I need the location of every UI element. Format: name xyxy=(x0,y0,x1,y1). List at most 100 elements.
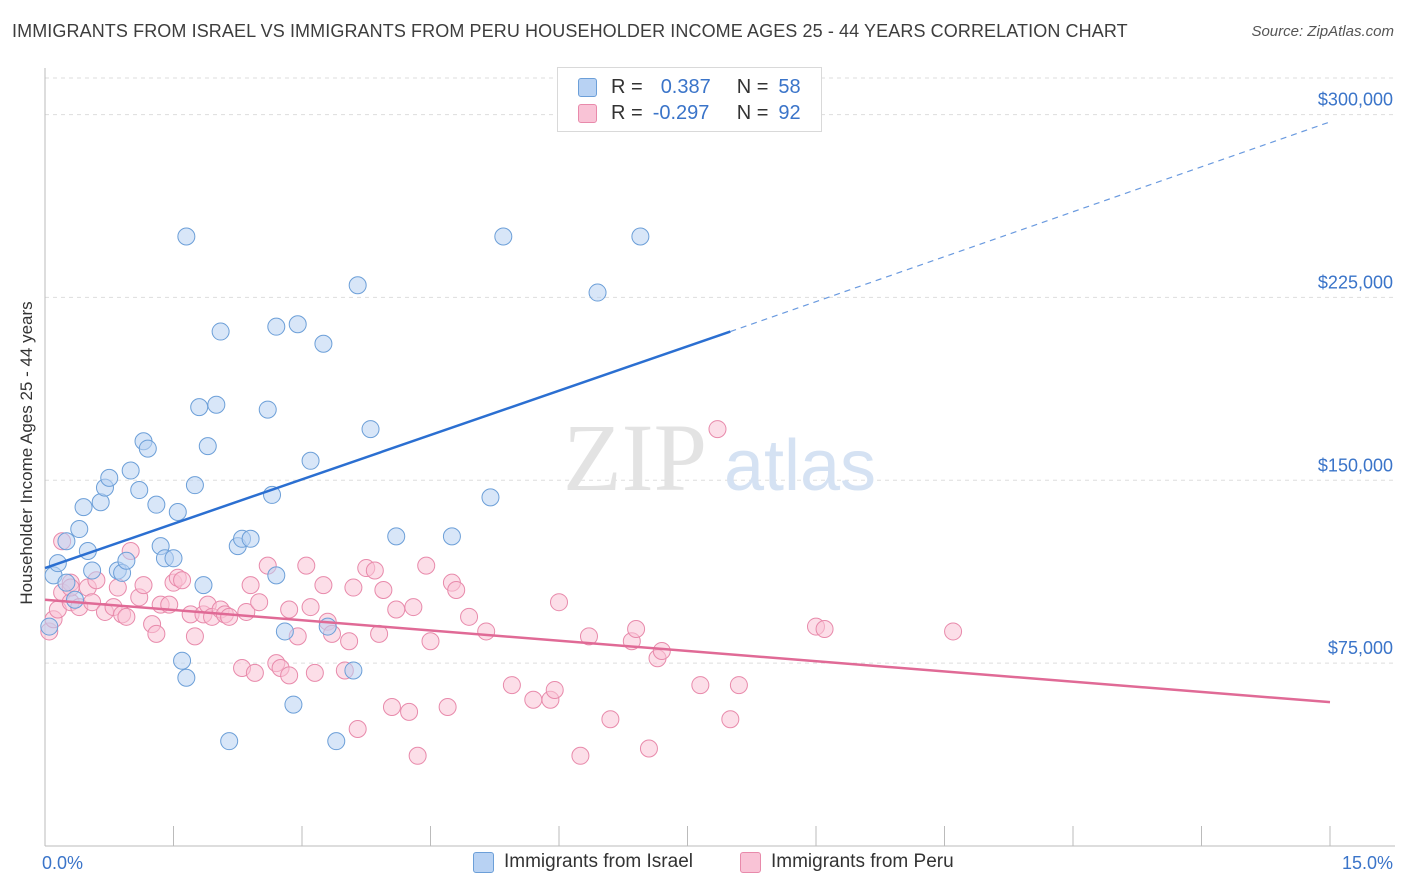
israel-point xyxy=(190,398,209,417)
israel-point xyxy=(267,317,286,336)
israel-point xyxy=(185,476,204,495)
israel-point xyxy=(100,468,119,487)
peru-point xyxy=(729,676,748,695)
peru-point xyxy=(314,576,333,595)
peru-point xyxy=(579,627,598,646)
israel-point xyxy=(207,395,226,414)
israel-point xyxy=(220,732,239,751)
israel-point xyxy=(494,227,513,246)
israel-point xyxy=(258,400,277,419)
israel-point xyxy=(57,532,76,551)
peru-point xyxy=(280,666,299,685)
peru-point xyxy=(117,607,136,626)
israel-point xyxy=(74,498,93,517)
israel-point xyxy=(314,334,333,353)
legend-row-israel: R = 0.387 N = 58 xyxy=(578,75,801,99)
israel-point xyxy=(173,651,192,670)
israel-point xyxy=(177,668,196,687)
israel-point xyxy=(327,732,346,751)
legend-peru-r: -0.297 xyxy=(652,101,710,124)
legend-peru-n: 92 xyxy=(778,101,801,124)
peru-point xyxy=(447,581,466,599)
x-tick-label-min: 0.0% xyxy=(42,853,83,873)
israel-point xyxy=(588,283,607,302)
y-tick-label: $300,000 xyxy=(1318,90,1393,110)
peru-point xyxy=(545,680,564,699)
israel-point xyxy=(301,451,320,470)
peru-point xyxy=(297,556,316,575)
bottom-legend-swatch-israel xyxy=(473,851,494,873)
legend-swatch-israel xyxy=(578,77,597,97)
peru-point xyxy=(708,420,727,439)
peru-point xyxy=(691,676,710,695)
israel-point xyxy=(241,529,260,548)
bottom-legend-israel: Immigrants from Israel xyxy=(473,851,693,873)
correlation-legend: R = 0.387 N = 58 R = -0.297 N = 92 xyxy=(557,67,822,132)
trend-lines xyxy=(44,121,1331,704)
y-tick-label: $225,000 xyxy=(1318,272,1393,292)
legend-r-label: R = xyxy=(611,75,643,98)
legend-r-label: R = xyxy=(611,101,643,124)
israel-point xyxy=(40,617,59,636)
peru-point xyxy=(815,620,834,639)
israel-point xyxy=(442,527,461,546)
axes xyxy=(44,68,1395,847)
legend-israel-r: 0.387 xyxy=(660,75,711,98)
israel-point xyxy=(147,495,166,514)
x-tick-label-max: 15.0% xyxy=(1342,853,1393,873)
peru-point xyxy=(374,581,393,599)
peru-point xyxy=(550,593,568,612)
peru-point xyxy=(305,663,324,682)
israel-point xyxy=(348,276,367,295)
israel-trend-extension xyxy=(730,121,1331,333)
peru-point xyxy=(408,746,427,765)
peru-point xyxy=(502,676,521,695)
israel-point xyxy=(138,439,157,458)
peru-point xyxy=(348,719,367,738)
peru-point xyxy=(438,698,457,717)
peru-point xyxy=(639,739,658,758)
israel-point xyxy=(164,549,183,568)
peru-point xyxy=(134,576,153,595)
israel-point xyxy=(65,590,84,609)
peru-point xyxy=(365,561,384,580)
series-israel xyxy=(40,227,650,751)
y-tick-labels: $75,000 $150,000 $225,000 $300,000 xyxy=(1318,90,1393,659)
israel-point xyxy=(387,527,406,546)
legend-israel-n: 58 xyxy=(778,75,801,98)
peru-point xyxy=(421,632,440,651)
legend-n-label: N = xyxy=(736,101,769,124)
chart-title: IMMIGRANTS FROM ISRAEL VS IMMIGRANTS FRO… xyxy=(12,21,1128,41)
israel-point xyxy=(70,520,89,539)
bottom-legend-peru-label: Immigrants from Peru xyxy=(771,851,954,872)
bottom-legend-peru: Immigrants from Peru xyxy=(740,851,954,873)
israel-point xyxy=(198,437,217,456)
peru-point xyxy=(400,702,419,721)
peru-point xyxy=(241,576,260,595)
israel-point xyxy=(117,551,136,570)
israel-point xyxy=(275,622,294,641)
israel-point xyxy=(177,227,196,246)
peru-point xyxy=(460,607,479,626)
peru-point xyxy=(185,627,204,646)
israel-point xyxy=(344,661,363,680)
peru-point xyxy=(344,578,363,597)
peru-point xyxy=(721,710,740,729)
israel-point xyxy=(211,322,230,341)
israel-point xyxy=(121,461,140,480)
chart-source: Source: ZipAtlas.com xyxy=(1251,23,1394,40)
y-axis-label: Householder Income Ages 25 - 44 years xyxy=(17,301,36,604)
israel-point xyxy=(284,695,303,714)
peru-point xyxy=(944,622,963,641)
peru-point xyxy=(280,600,299,619)
israel-point xyxy=(83,561,102,580)
peru-point xyxy=(477,622,496,641)
bottom-legend-swatch-peru xyxy=(740,851,761,873)
israel-point xyxy=(130,481,149,500)
watermark: ZIP atlas xyxy=(563,404,876,511)
grid-lines xyxy=(45,77,1395,664)
peru-point xyxy=(417,556,436,575)
legend-swatch-peru xyxy=(578,103,597,123)
watermark-atlas: atlas xyxy=(724,426,876,506)
